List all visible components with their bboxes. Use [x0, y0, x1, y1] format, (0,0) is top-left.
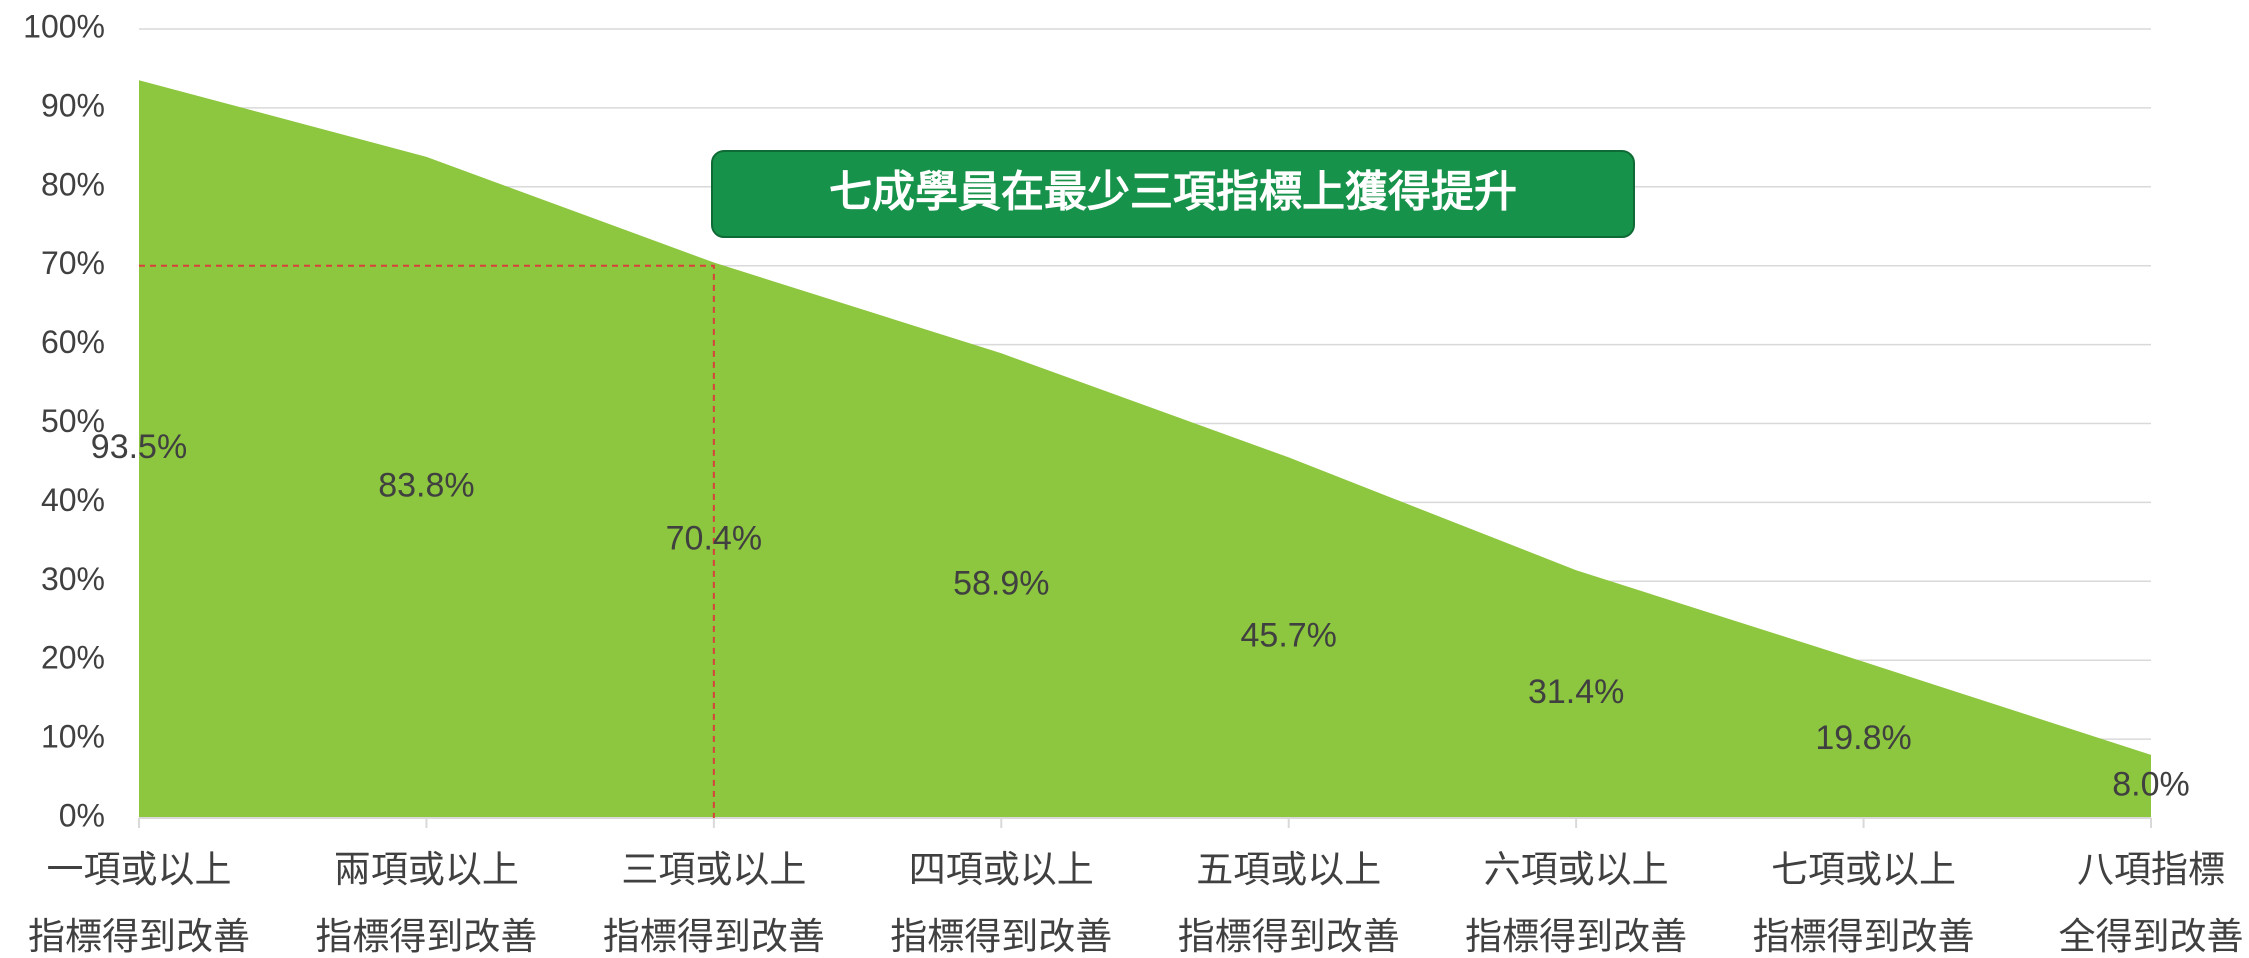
y-tick-label: 90%	[41, 87, 105, 123]
y-tick-label: 40%	[41, 482, 105, 518]
x-tick-label: 一項或以上指標得到改善	[28, 849, 250, 957]
y-tick-label: 30%	[41, 561, 105, 597]
data-label: 45.7%	[1241, 617, 1337, 655]
y-tick-label: 10%	[41, 719, 105, 755]
data-label: 31.4%	[1528, 673, 1624, 711]
y-tick-label: 100%	[23, 8, 105, 44]
data-label: 8.0%	[2112, 765, 2190, 803]
x-tick-label: 八項指標全得到改善	[2059, 849, 2244, 957]
data-label: 70.4%	[666, 519, 762, 557]
annotation: 七成學員在最少三項指標上獲得提升	[829, 168, 1517, 216]
y-tick-label: 0%	[59, 797, 105, 833]
data-label: 58.9%	[953, 565, 1049, 603]
y-tick-label: 70%	[41, 245, 105, 281]
y-tick-label: 80%	[41, 166, 105, 202]
x-tick-label: 四項或以上指標得到改善	[890, 849, 1112, 957]
data-label: 83.8%	[378, 466, 474, 504]
x-tick-label: 七項或以上指標得到改善	[1753, 849, 1975, 957]
y-tick-label: 60%	[41, 324, 105, 360]
y-tick-label: 50%	[41, 403, 105, 439]
x-tick-label: 五項或以上指標得到改善	[1178, 849, 1400, 957]
x-tick-label: 三項或以上指標得到改善	[603, 849, 825, 957]
reference-line	[139, 264, 715, 818]
y-tick-label: 20%	[41, 640, 105, 676]
data-label: 19.8%	[1815, 719, 1911, 757]
x-tick-label: 兩項或以上指標得到改善	[315, 849, 537, 957]
area	[139, 80, 2151, 818]
annotation-box	[711, 150, 1635, 238]
x-tick-label: 六項或以上指標得到改善	[1465, 849, 1687, 957]
data-label: 93.5%	[91, 428, 187, 466]
